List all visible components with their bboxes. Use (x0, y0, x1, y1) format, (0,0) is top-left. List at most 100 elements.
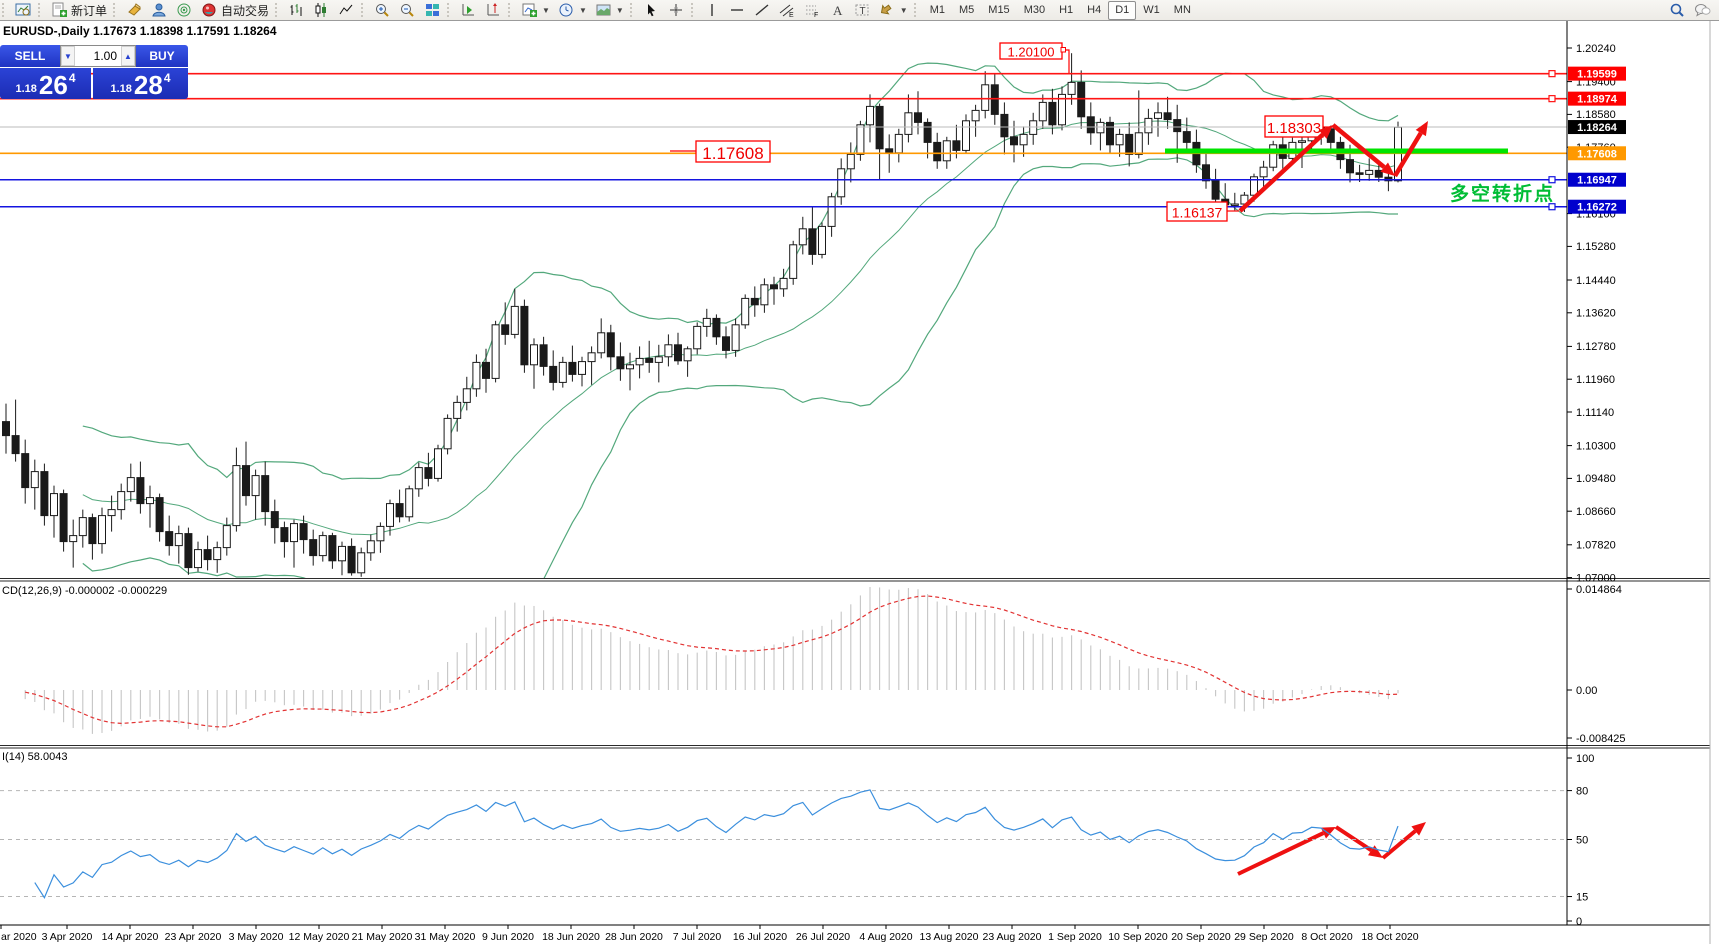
horizontal-line-tool[interactable] (725, 0, 750, 20)
chat-icon[interactable] (1690, 0, 1715, 20)
price-badge (1568, 91, 1626, 106)
svg-text:23 Aug 2020: 23 Aug 2020 (983, 931, 1042, 943)
svg-text:1.18264: 1.18264 (1577, 122, 1618, 134)
svg-text:7 Jul 2020: 7 Jul 2020 (673, 931, 722, 943)
arrows-tool-dropdown[interactable]: ▼ (875, 0, 912, 20)
trendline-tool[interactable] (750, 0, 775, 20)
chart-canvas[interactable]: 1.20100 1.18303 1.16137 1.17608 多空转折点 CD(12,2… (0, 21, 1719, 944)
vertical-line-tool[interactable] (700, 0, 725, 20)
fibonacci-tool[interactable]: F (800, 0, 825, 20)
price-annotation-labels[interactable]: 1.20100 1.18303 1.16137 1.17608 (670, 42, 1334, 222)
svg-text:-0.008425: -0.008425 (1576, 733, 1626, 745)
chart-window-icon[interactable] (11, 0, 36, 20)
dropdown-arrow-icon: ▼ (578, 5, 587, 15)
svg-text:1.16137: 1.16137 (1172, 205, 1223, 221)
cursor-tool-button[interactable] (639, 0, 664, 20)
svg-text:1.17608: 1.17608 (1577, 148, 1617, 160)
timeframe-button-m1[interactable]: M1 (929, 4, 945, 16)
trend-arrows[interactable] (1237, 121, 1428, 876)
rsi-label: I(14) 58.0043 (2, 751, 67, 763)
chart-shift-button[interactable] (481, 0, 506, 20)
candles-layer (2, 53, 1402, 577)
search-icon[interactable] (1665, 0, 1690, 20)
buy-price-point: 4 (163, 71, 171, 85)
auto-scroll-button[interactable] (456, 0, 481, 20)
toolbar-group-separator (113, 3, 120, 17)
buy-button[interactable]: BUY (136, 45, 188, 67)
market-watch-icon[interactable] (147, 0, 172, 20)
rsi-pane[interactable] (0, 789, 1567, 899)
macd-pane[interactable] (24, 587, 1399, 734)
svg-text:0: 0 (1576, 916, 1582, 928)
svg-text:13 Aug 2020: 13 Aug 2020 (920, 931, 979, 943)
zoom-in-button[interactable] (370, 0, 395, 20)
svg-text:3 May 2020: 3 May 2020 (229, 931, 284, 943)
crosshair-tool-button[interactable] (664, 0, 689, 20)
text-tool[interactable]: A (825, 0, 850, 20)
hline-handle[interactable] (1548, 70, 1556, 78)
template-dropdown[interactable]: ▼ (591, 0, 628, 20)
buy-price[interactable]: 1.18 28 4 (93, 68, 188, 99)
price-badge (1568, 120, 1626, 135)
svg-text:28 Jun 2020: 28 Jun 2020 (605, 931, 663, 943)
timeframe-button-h4[interactable]: H4 (1087, 4, 1102, 16)
svg-text:15: 15 (1576, 891, 1588, 903)
sell-price[interactable]: 1.18 26 4 (0, 68, 91, 99)
date-axis[interactable]: ar 2020 3 Apr 2020 14 Apr 2020 23 Apr 2020 3… (0, 925, 1419, 943)
volume-input[interactable]: 1.00 (93, 49, 117, 63)
svg-text:1.17608: 1.17608 (702, 144, 763, 163)
chart-title: EURUSD-,Daily 1.17673 1.18398 1.17591 1.… (3, 24, 277, 38)
sell-price-point: 4 (68, 71, 76, 85)
timeframe-button-m30[interactable]: M30 (1023, 4, 1046, 16)
main-chart-pane[interactable] (2, 53, 1402, 626)
svg-text:1.07820: 1.07820 (1576, 540, 1616, 552)
new-order-button-label: 新订单 (71, 3, 108, 18)
svg-text:1.13620: 1.13620 (1576, 308, 1616, 320)
timeframe-button-d1[interactable]: D1 (1108, 0, 1137, 20)
channel-tool[interactable]: E (775, 0, 800, 20)
timeframe-button-mn[interactable]: MN (1173, 4, 1191, 16)
timeframe-button-w1[interactable]: W1 (1143, 4, 1160, 16)
svg-text:18 Oct 2020: 18 Oct 2020 (1361, 931, 1418, 943)
svg-text:50: 50 (1576, 834, 1588, 846)
chart-area[interactable]: EURUSD-,Daily 1.17673 1.18398 1.17591 1.… (0, 21, 1719, 944)
svg-text:1.14440: 1.14440 (1576, 275, 1616, 287)
line-chart-mode-button[interactable] (334, 0, 359, 20)
hline-handle[interactable] (1548, 176, 1556, 184)
hline-handle[interactable] (1548, 203, 1556, 211)
label-tool[interactable]: T (850, 0, 875, 20)
sell-button[interactable]: SELL (0, 45, 60, 67)
period-dropdown[interactable]: ▼ (554, 0, 591, 20)
volume-increase-button[interactable]: ▲ (121, 46, 135, 66)
pivot-note-text[interactable]: 多空转折点 (1450, 182, 1555, 205)
new-order-button[interactable]: 新订单 (47, 0, 111, 20)
new-chart-dropdown[interactable]: ▼ (517, 0, 554, 20)
timeframe-button-m15[interactable]: M15 (988, 4, 1010, 16)
autotrade-button[interactable]: 自动交易 (197, 0, 273, 20)
dropdown-arrow-icon: ▼ (542, 5, 550, 15)
svg-text:26 Jul 2020: 26 Jul 2020 (796, 931, 850, 943)
horizontal-line-objects[interactable] (0, 70, 1567, 211)
svg-text:9 Jun 2020: 9 Jun 2020 (482, 931, 534, 943)
charts-icon[interactable] (122, 0, 147, 20)
toolbar-group-separator (508, 3, 515, 17)
toolbar-group-separator (2, 3, 9, 17)
bar-chart-mode-button[interactable] (284, 0, 309, 20)
price-axis[interactable]: 1.202401.194001.185801.177601.161001.152… (1567, 43, 1626, 928)
timeframe-button-m5[interactable]: M5 (959, 4, 975, 16)
zoom-out-button[interactable] (395, 0, 420, 20)
navigator-icon[interactable] (172, 0, 197, 20)
svg-text:多空转折点: 多空转折点 (1450, 182, 1555, 205)
timeframe-button-h1[interactable]: H1 (1059, 4, 1074, 16)
svg-text:T: T (859, 6, 865, 17)
tile-windows-button[interactable] (420, 0, 445, 20)
volume-decrease-button[interactable]: ▼ (61, 46, 75, 66)
hline-handle[interactable] (1548, 95, 1556, 103)
candlestick-mode-button[interactable] (309, 0, 334, 20)
green-trend-segment[interactable] (1165, 148, 1508, 154)
svg-text:CD(12,26,9) -0.000002 -0.00022: CD(12,26,9) -0.000002 -0.000229 (2, 585, 167, 597)
macd-label: CD(12,26,9) -0.000002 -0.000229 (2, 585, 167, 597)
autotrade-button-label: 自动交易 (221, 3, 270, 18)
svg-text:E: E (789, 12, 794, 18)
